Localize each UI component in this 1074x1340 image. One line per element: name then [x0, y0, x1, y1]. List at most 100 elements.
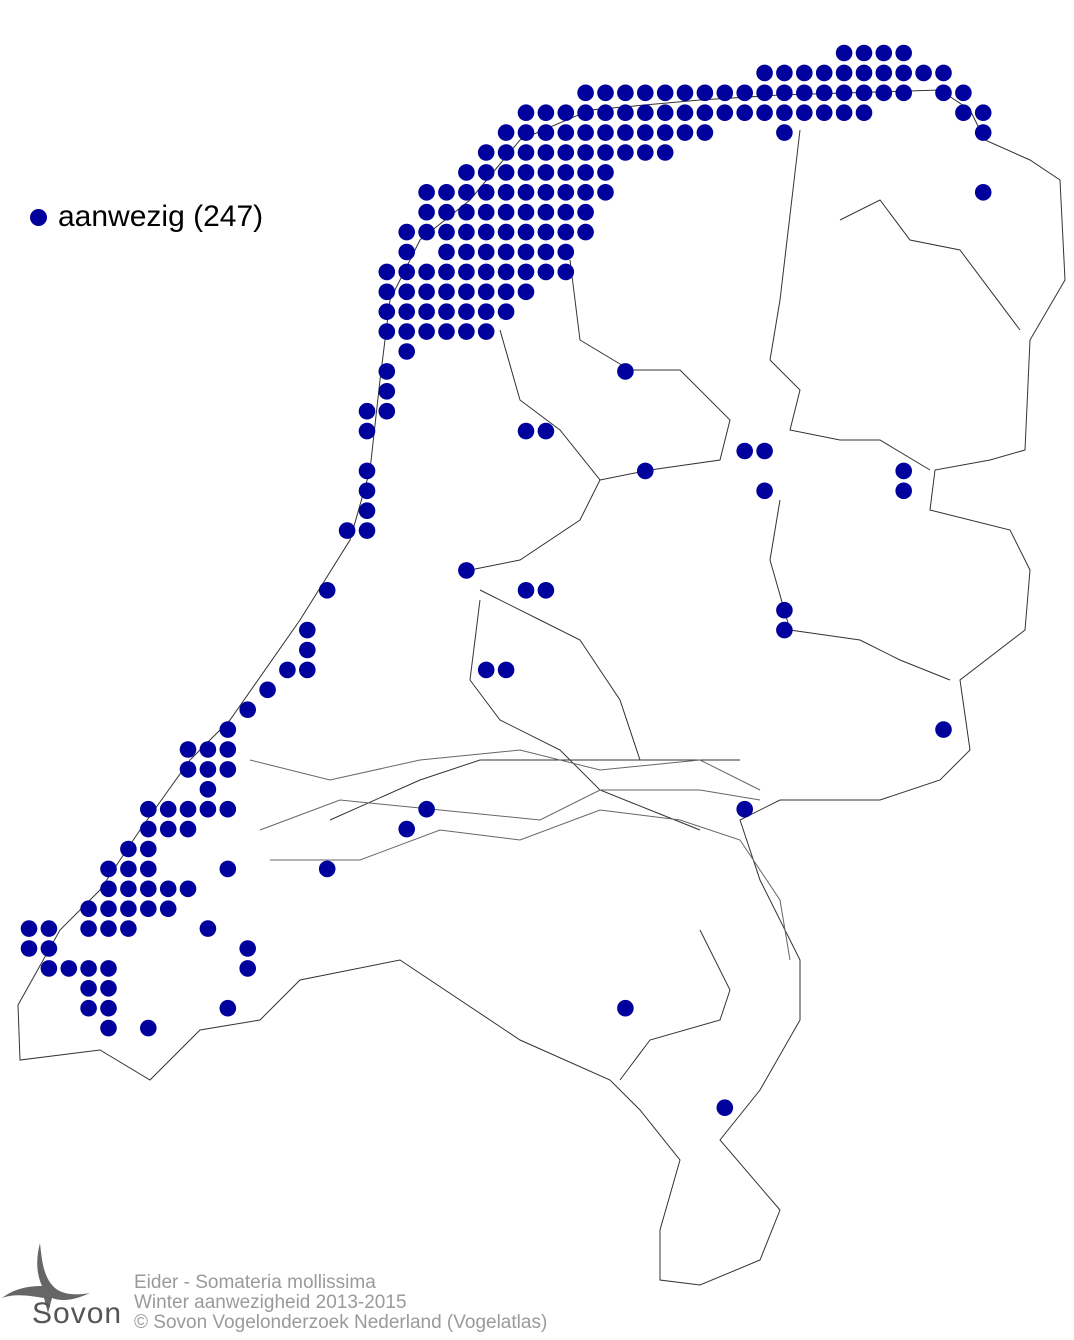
presence-dot [537, 203, 555, 221]
presence-dot [259, 681, 276, 699]
presence-dot [80, 920, 97, 937]
presence-dot [756, 482, 773, 500]
presence-dot [477, 203, 495, 221]
presence-dot [577, 104, 594, 121]
presence-dot [418, 203, 435, 221]
presence-dot [497, 124, 515, 141]
logo-text: Sovon [32, 1297, 123, 1330]
presence-dot [776, 84, 793, 102]
presence-dot [517, 422, 535, 440]
presence-dot [497, 303, 515, 321]
presence-dot [418, 184, 435, 201]
ijsselmeer-shore [469, 329, 731, 571]
presence-dot [418, 223, 435, 241]
presence-dot [617, 124, 634, 141]
presence-dot [637, 462, 654, 480]
presence-dot [716, 84, 734, 102]
presence-dot [656, 84, 674, 102]
presence-dot [120, 860, 137, 878]
presence-dot [676, 124, 694, 141]
presence-dot [597, 104, 614, 121]
presence-dot [438, 223, 455, 241]
presence-dot [716, 1099, 734, 1116]
presence-dots [20, 44, 992, 1116]
presence-dot [140, 800, 157, 818]
presence-dot [517, 283, 535, 301]
presence-dot [458, 164, 475, 181]
presence-dot [537, 184, 555, 201]
presence-dot [40, 920, 58, 937]
presence-dot [378, 383, 396, 400]
presence-dot [855, 84, 873, 102]
presence-dot [656, 124, 674, 141]
presence-dot [60, 960, 78, 977]
presence-dot [517, 184, 535, 201]
presence-dot [318, 860, 336, 878]
presence-dot [378, 363, 396, 380]
presence-dot [159, 900, 177, 917]
presence-dot [875, 44, 893, 62]
presence-dot [378, 402, 396, 420]
legend-dot-icon [30, 208, 47, 226]
presence-dot [219, 999, 237, 1017]
presence-dot [398, 323, 416, 340]
presence-dot [517, 263, 535, 281]
caption-period: Winter aanwezigheid 2013-2015 [134, 1292, 407, 1313]
presence-dot [140, 1019, 157, 1037]
presence-dot [696, 104, 714, 121]
presence-dot [140, 820, 157, 838]
presence-dot [736, 800, 753, 818]
presence-dot [120, 840, 137, 858]
presence-dot [577, 223, 594, 241]
presence-dot [199, 741, 217, 758]
presence-dot [80, 980, 97, 997]
presence-dot [617, 104, 634, 121]
presence-dot [418, 283, 435, 301]
presence-dot [676, 104, 694, 121]
presence-dot [497, 243, 515, 261]
presence-dot [458, 303, 475, 321]
presence-dot [159, 820, 177, 838]
presence-dot [497, 223, 515, 241]
presence-dot [676, 84, 694, 102]
presence-dot [815, 64, 833, 82]
presence-dot [100, 960, 117, 977]
presence-dot [756, 104, 773, 121]
presence-dot [537, 124, 555, 141]
presence-dot [378, 283, 396, 301]
caption-species: Eider - Somateria mollissima [134, 1272, 376, 1293]
presence-dot [875, 84, 893, 102]
presence-dot [80, 960, 97, 977]
presence-dot [736, 442, 753, 460]
map-caption: Eider - Somateria mollissima Winter aanw… [134, 1273, 547, 1333]
presence-dot [418, 323, 435, 340]
presence-dot [100, 980, 117, 997]
presence-dot [458, 243, 475, 261]
map-outline [17, 89, 1066, 1286]
presence-dot [617, 84, 634, 102]
presence-dot [497, 144, 515, 161]
presence-dot [637, 84, 654, 102]
presence-dot [656, 144, 674, 161]
presence-dot [696, 84, 714, 102]
presence-dot [477, 323, 495, 340]
presence-dot [458, 263, 475, 281]
presence-dot [438, 283, 455, 301]
presence-dot [179, 741, 197, 758]
presence-dot [557, 144, 575, 161]
presence-dot [477, 164, 495, 181]
presence-dot [974, 184, 992, 201]
presence-dot [557, 203, 575, 221]
presence-dot [477, 223, 495, 241]
presence-dot [438, 243, 455, 261]
presence-dot [477, 144, 495, 161]
presence-dot [438, 323, 455, 340]
presence-dot [617, 363, 634, 380]
presence-dot [40, 960, 58, 977]
presence-dot [20, 940, 38, 957]
presence-dot [497, 203, 515, 221]
presence-dot [159, 880, 177, 898]
province-borders [329, 129, 1021, 1081]
presence-dot [736, 104, 753, 121]
presence-dot [378, 303, 396, 321]
